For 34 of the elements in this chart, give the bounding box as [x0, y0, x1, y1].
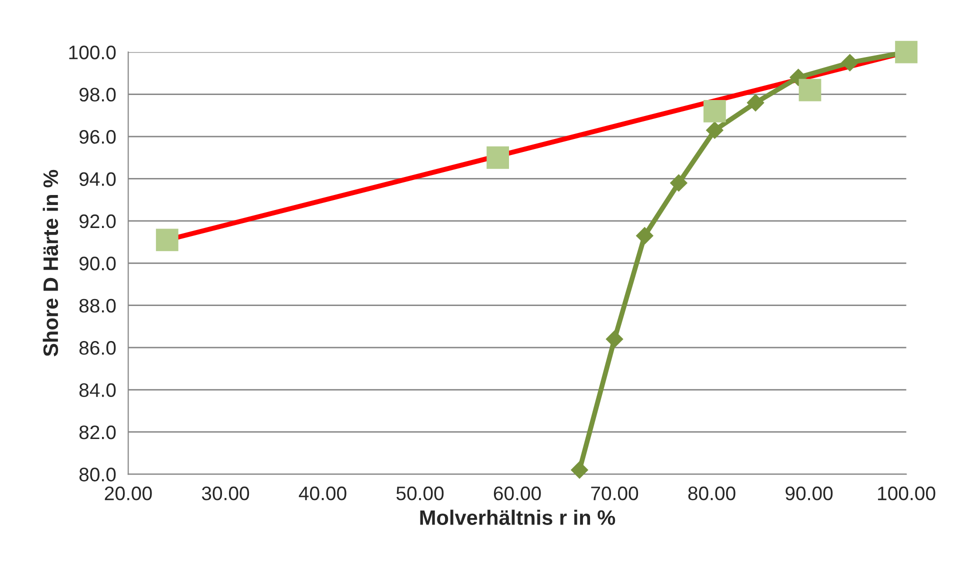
- point: [156, 228, 178, 252]
- y-axis-title: Shore D Härte in %: [42, 170, 58, 356]
- point: [746, 94, 764, 112]
- x-tick-label: 80.00: [688, 486, 736, 500]
- point: [841, 54, 858, 72]
- x-tick-label: 60.00: [494, 486, 541, 500]
- y-tick-label: 92.0: [80, 214, 116, 228]
- point: [606, 330, 624, 348]
- y-tick-label: 98.0: [80, 88, 116, 102]
- x-tick-label: 90.00: [786, 486, 833, 500]
- point: [636, 227, 654, 244]
- y-tick-label: 84.0: [79, 383, 116, 398]
- x-tick-label: 20.00: [104, 486, 152, 500]
- point: [798, 78, 822, 102]
- y-tick-label: 90.0: [80, 256, 116, 270]
- point: [895, 40, 918, 64]
- point: [486, 146, 510, 169]
- x-tick-label: 70.00: [591, 486, 638, 500]
- point: [570, 461, 588, 479]
- x-tick-label: 30.00: [202, 486, 250, 500]
- x-tick-label: 50.00: [396, 486, 444, 500]
- point: [670, 174, 688, 192]
- x-tick-label: 100.00: [878, 486, 936, 500]
- y-tick-label: 80.0: [79, 468, 116, 482]
- y-tick-label: 86.0: [79, 341, 116, 355]
- y-tick-label: 100.0: [69, 46, 116, 60]
- y-tick-label: 82.0: [79, 425, 116, 440]
- x-axis-title: Molverhältnis r in %: [420, 510, 616, 525]
- point: [706, 122, 724, 139]
- point: [703, 100, 726, 122]
- x-tick-label: 40.00: [298, 486, 346, 500]
- y-tick-label: 94.0: [80, 172, 116, 186]
- y-tick-label: 88.0: [79, 298, 116, 313]
- y-tick-label: 96.0: [80, 130, 116, 144]
